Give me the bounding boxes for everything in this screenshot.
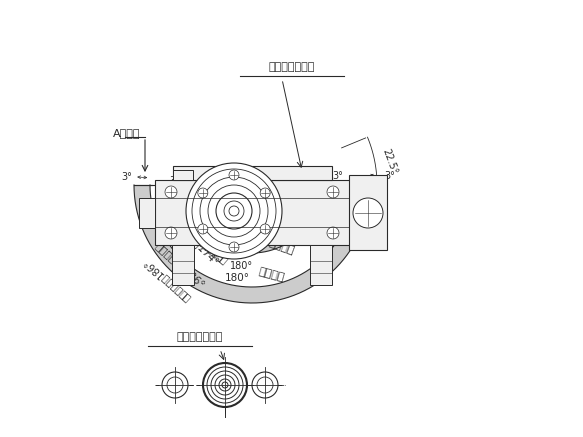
Circle shape xyxy=(167,377,183,393)
Circle shape xyxy=(207,367,243,403)
Text: Aポート: Aポート xyxy=(113,128,141,138)
Circle shape xyxy=(162,372,188,398)
Circle shape xyxy=(327,186,339,198)
Circle shape xyxy=(229,170,239,180)
Bar xyxy=(172,245,194,285)
Text: 180°: 180° xyxy=(224,273,250,283)
Bar xyxy=(173,166,332,180)
Text: 22.5°: 22.5° xyxy=(380,147,398,175)
Text: 位置決めピン穴: 位置決めピン穴 xyxy=(177,332,223,342)
Circle shape xyxy=(222,382,228,388)
Text: 時計回り: 時計回り xyxy=(258,267,286,283)
Text: 3°: 3° xyxy=(169,176,180,186)
Circle shape xyxy=(165,186,177,198)
Circle shape xyxy=(219,379,231,391)
Text: 3°: 3° xyxy=(332,171,343,181)
Circle shape xyxy=(260,224,270,234)
Circle shape xyxy=(327,227,339,239)
Circle shape xyxy=(211,371,239,399)
Text: 3°: 3° xyxy=(384,171,395,181)
Polygon shape xyxy=(134,185,370,303)
Text: 最大摇動範囲186°: 最大摇動範囲186° xyxy=(153,241,206,290)
Circle shape xyxy=(353,198,383,228)
Polygon shape xyxy=(196,185,308,241)
Bar xyxy=(310,245,332,285)
Text: 最小摇動範囲174°: 最小摇動範囲174° xyxy=(170,216,221,267)
Text: 位置決めピン穴: 位置決めピン穴 xyxy=(269,62,315,72)
Bar xyxy=(155,180,350,245)
Text: 最小摇動範囲174°: 最小摇動範囲174° xyxy=(178,221,229,266)
Circle shape xyxy=(257,377,273,393)
Circle shape xyxy=(186,163,282,259)
Circle shape xyxy=(260,188,270,198)
Text: 3°: 3° xyxy=(121,172,132,182)
Circle shape xyxy=(165,227,177,239)
Circle shape xyxy=(203,363,247,407)
Bar xyxy=(173,170,193,180)
Circle shape xyxy=(198,224,208,234)
Polygon shape xyxy=(134,185,370,303)
Text: 時計回り: 時計回り xyxy=(268,238,296,256)
Polygon shape xyxy=(150,185,354,287)
Polygon shape xyxy=(184,185,320,253)
Circle shape xyxy=(215,375,235,395)
Text: 最大摇動範囲186°: 最大摇動範囲186° xyxy=(141,257,191,303)
Circle shape xyxy=(252,372,278,398)
Circle shape xyxy=(198,188,208,198)
Circle shape xyxy=(229,242,239,252)
Bar xyxy=(139,198,155,228)
Bar xyxy=(349,175,387,250)
Text: 180°: 180° xyxy=(230,261,254,271)
